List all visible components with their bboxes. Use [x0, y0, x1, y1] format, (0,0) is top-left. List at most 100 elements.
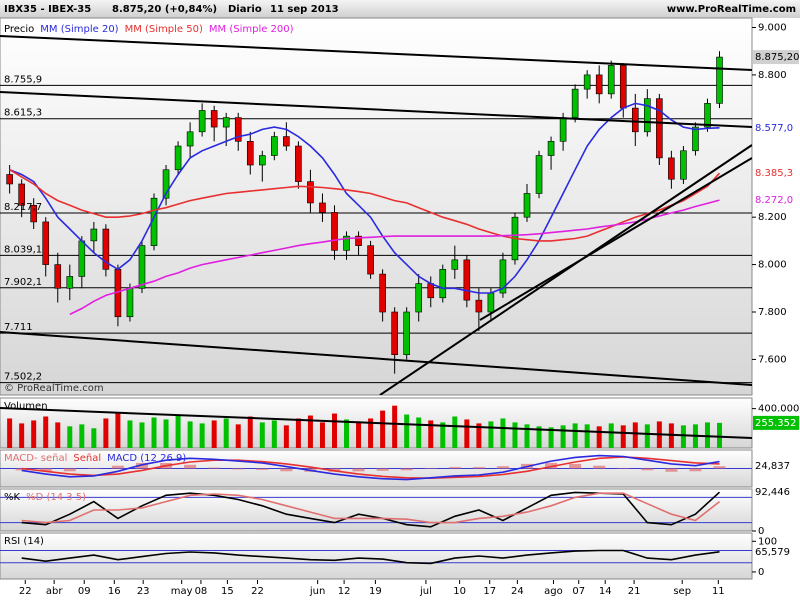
- trendline: [0, 91, 752, 128]
- histogram-bar: [569, 463, 582, 469]
- candle-body: [704, 103, 711, 128]
- value-box: [753, 166, 799, 181]
- volume-bar: [632, 422, 638, 448]
- volume-bar: [151, 417, 157, 448]
- series-line: [21, 456, 720, 480]
- volume-bar: [428, 420, 434, 448]
- volume-bar: [584, 424, 590, 448]
- x-tick-label: 12: [338, 586, 351, 597]
- volume-bar: [187, 421, 193, 448]
- histogram-bar: [641, 468, 654, 471]
- histogram-bar: [713, 466, 726, 469]
- value-box: [753, 415, 799, 430]
- x-tick-label: sep: [673, 586, 691, 597]
- histogram-bar: [39, 468, 52, 472]
- level-label: 8.755,9: [4, 74, 42, 85]
- volume-bar: [331, 413, 337, 448]
- y-tick-label: 400.000: [758, 404, 799, 415]
- volume-bar: [344, 419, 350, 448]
- histogram-bar: [472, 467, 485, 469]
- volume-bar: [404, 414, 410, 448]
- volume-bar: [440, 422, 446, 448]
- level-label: 7.902,1: [4, 277, 42, 288]
- candle-body: [138, 245, 146, 289]
- volume-bar: [115, 413, 121, 448]
- candle-body: [463, 259, 471, 301]
- x-tick-label: 08: [195, 586, 208, 597]
- volume-bar: [7, 418, 13, 448]
- candle-body: [571, 88, 579, 118]
- histogram-bar: [400, 468, 413, 471]
- value-label: 65,579: [755, 547, 790, 558]
- x-tick-label: abr: [46, 586, 63, 597]
- value-box: [753, 120, 799, 135]
- x-tick-label: ago: [544, 586, 563, 597]
- candle-body: [258, 155, 266, 166]
- panel-title: RSI (14): [4, 536, 44, 547]
- candle-body: [403, 311, 410, 355]
- candle-body: [126, 288, 134, 318]
- legend-label: MACD- señal: [4, 453, 67, 464]
- value-label: 24,837: [755, 461, 790, 472]
- candle-body: [668, 157, 675, 180]
- y-tick-label: 0: [758, 526, 764, 537]
- candle-body: [307, 181, 314, 204]
- volume-bar: [163, 419, 169, 448]
- candle-body: [186, 131, 194, 147]
- volume-bar: [368, 418, 374, 448]
- legend-label: %D (14 3 5): [26, 492, 86, 503]
- volume-bar: [476, 423, 482, 448]
- value-box: [753, 459, 799, 474]
- y-tick-label: 7.600: [758, 354, 787, 365]
- candle-body: [427, 283, 435, 299]
- candle-body: [66, 276, 74, 289]
- x-tick-label: 22: [251, 586, 264, 597]
- volume-bar: [680, 425, 686, 448]
- volume-bar: [644, 424, 650, 448]
- candle-body: [535, 155, 543, 194]
- candle-body: [487, 292, 495, 313]
- candle-body: [379, 273, 386, 313]
- candle-body: [619, 65, 627, 109]
- volume-bar: [596, 426, 602, 448]
- volume-bar: [500, 418, 506, 448]
- histogram-bar: [63, 468, 76, 472]
- value-label: 92,446: [755, 487, 790, 498]
- volume-bar: [319, 422, 325, 448]
- volume-bar: [608, 423, 614, 448]
- candle-body: [234, 117, 242, 142]
- y-tick-label: 9.000: [758, 22, 787, 33]
- y-tick-label: 7.800: [758, 307, 787, 318]
- candle-body: [680, 150, 687, 180]
- panel-title: Volumen: [4, 401, 48, 412]
- symbol: IBX35 - IBEX-35: [4, 4, 91, 15]
- legend-label: MACD (12 26 9): [107, 453, 186, 464]
- series-line: [9, 102, 720, 294]
- trendline: [0, 35, 752, 71]
- volume-bar: [295, 418, 301, 448]
- candle-body: [30, 205, 37, 223]
- x-tick-label: 15: [221, 586, 234, 597]
- y-tick-label: 100: [758, 536, 777, 547]
- histogram-bar: [665, 468, 678, 472]
- histogram-bar: [689, 468, 702, 472]
- volume-bar: [211, 420, 217, 448]
- volume-bar: [548, 427, 554, 448]
- candle-body: [559, 117, 567, 142]
- candle-body: [271, 136, 278, 156]
- candle-body: [319, 202, 326, 213]
- volume-bar: [560, 425, 566, 448]
- histogram-bar: [135, 462, 148, 469]
- volume-bar: [31, 420, 37, 448]
- volume-bar: [103, 418, 109, 448]
- candle-body: [451, 259, 459, 270]
- series-line: [21, 492, 720, 524]
- value-label: 8.875,20: [755, 52, 800, 63]
- volume-bar: [572, 423, 578, 448]
- volume-bar: [283, 425, 289, 448]
- histogram-bar: [208, 467, 221, 469]
- volume-bar: [512, 422, 518, 448]
- volume-bar: [620, 425, 626, 448]
- candle-body: [54, 264, 62, 289]
- x-tick-label: 10: [453, 586, 466, 597]
